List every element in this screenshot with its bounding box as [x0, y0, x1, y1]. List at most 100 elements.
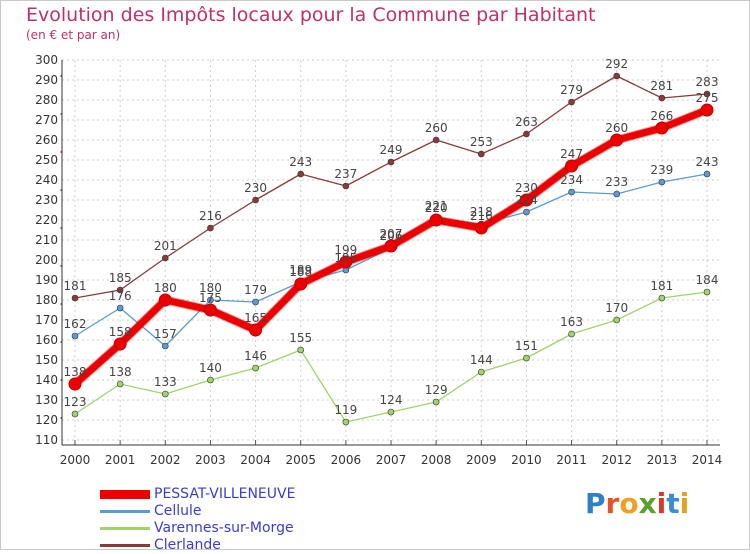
data-label-varennes-sur-morge: 119 — [334, 403, 357, 417]
y-tick-label: 240 — [35, 173, 58, 187]
data-label-pessat-villeneuve: 180 — [154, 281, 177, 295]
data-label-clerlande: 263 — [515, 115, 538, 129]
x-tick-label: 2000 — [60, 453, 91, 467]
data-point-varennes-sur-morge — [252, 364, 259, 372]
legend-swatch-varennes-sur-morge — [100, 527, 150, 530]
data-label-clerlande: 237 — [334, 167, 357, 181]
data-label-varennes-sur-morge: 184 — [696, 273, 719, 287]
logo-letter: t — [666, 487, 680, 520]
data-label-cellule: 180 — [199, 281, 222, 295]
legend-label-clerlande: Clerlande — [154, 537, 221, 553]
y-tick-label: 130 — [35, 393, 58, 407]
data-label-cellule: 189 — [289, 263, 312, 277]
data-point-cellule — [523, 208, 530, 216]
data-point-clerlande — [342, 182, 350, 190]
data-label-pessat-villeneuve: 188 — [289, 265, 312, 279]
data-point-pessat-villeneuve — [158, 293, 172, 307]
data-point-varennes-sur-morge — [613, 316, 621, 324]
legend-swatch-clerlande — [100, 544, 150, 547]
data-point-pessat-villeneuve — [700, 103, 714, 117]
data-label-cellule: 157 — [154, 327, 177, 341]
y-tick-label: 200 — [35, 253, 58, 267]
data-label-pessat-villeneuve: 247 — [560, 147, 583, 161]
logo-letter: o — [619, 487, 639, 520]
data-label-cellule: 206 — [380, 229, 403, 243]
data-label-pessat-villeneuve: 175 — [199, 291, 222, 305]
data-point-cellule — [613, 190, 621, 198]
data-point-varennes-sur-morge — [387, 408, 395, 416]
logo-letter: r — [605, 487, 620, 520]
y-tick-label: 210 — [35, 233, 58, 247]
data-point-pessat-villeneuve — [203, 303, 217, 317]
x-tick-label: 2010 — [511, 453, 542, 467]
data-label-pessat-villeneuve: 275 — [696, 91, 719, 105]
x-tick-label: 2001 — [105, 453, 136, 467]
data-label-pessat-villeneuve: 230 — [515, 181, 538, 195]
data-point-varennes-sur-morge — [71, 410, 79, 418]
data-point-clerlande — [161, 254, 169, 262]
data-label-varennes-sur-morge: 170 — [605, 301, 628, 315]
data-label-varennes-sur-morge: 146 — [244, 349, 267, 363]
x-tick-label: 2005 — [285, 453, 316, 467]
data-label-cellule: 221 — [425, 199, 448, 213]
logo-letter: x — [638, 487, 657, 520]
data-point-clerlande — [252, 196, 259, 204]
data-point-pessat-villeneuve — [565, 159, 579, 173]
data-label-clerlande: 201 — [154, 239, 177, 253]
data-label-varennes-sur-morge: 123 — [64, 395, 87, 409]
data-point-varennes-sur-morge — [161, 390, 169, 398]
data-point-varennes-sur-morge — [297, 346, 305, 354]
y-tick-label: 110 — [35, 433, 58, 447]
data-point-clerlande — [387, 158, 395, 166]
y-tick-label: 120 — [35, 413, 58, 427]
data-point-varennes-sur-morge — [477, 368, 485, 376]
data-label-cellule: 243 — [696, 155, 719, 169]
data-label-clerlande: 292 — [605, 57, 628, 71]
data-point-pessat-villeneuve — [610, 133, 624, 147]
data-point-pessat-villeneuve — [249, 323, 263, 337]
y-tick-label: 260 — [35, 133, 58, 147]
data-point-pessat-villeneuve — [68, 377, 82, 391]
y-tick-label: 140 — [35, 373, 58, 387]
y-tick-label: 280 — [35, 93, 58, 107]
legend-item-cellule: Cellule — [100, 503, 400, 520]
chart-legend: PESSAT-VILLENEUVE Cellule Varennes-sur-M… — [100, 486, 400, 554]
x-tick-label: 2002 — [150, 453, 181, 467]
data-point-cellule — [71, 332, 79, 340]
y-tick-label: 150 — [35, 353, 58, 367]
data-point-clerlande — [71, 294, 79, 302]
data-point-pessat-villeneuve — [384, 239, 398, 253]
data-point-varennes-sur-morge — [568, 330, 575, 338]
y-tick-label: 190 — [35, 273, 58, 287]
logo-letter: i — [656, 487, 667, 520]
data-point-cellule — [252, 298, 259, 306]
data-point-cellule — [658, 178, 666, 186]
legend-label-pessat-villeneuve: PESSAT-VILLENEUVE — [154, 486, 296, 502]
data-point-cellule — [703, 170, 711, 178]
data-label-pessat-villeneuve: 266 — [650, 109, 673, 123]
data-label-varennes-sur-morge: 163 — [560, 315, 583, 329]
data-label-cellule: 233 — [605, 175, 628, 189]
data-label-clerlande: 181 — [64, 279, 87, 293]
data-label-cellule: 162 — [64, 317, 87, 331]
data-point-pessat-villeneuve — [519, 193, 533, 207]
y-tick-label: 170 — [35, 313, 58, 327]
data-label-clerlande: 283 — [696, 75, 719, 89]
data-label-pessat-villeneuve: 158 — [109, 325, 132, 339]
data-label-varennes-sur-morge: 151 — [515, 339, 538, 353]
data-point-varennes-sur-morge — [342, 418, 350, 426]
data-label-cellule: 234 — [560, 173, 583, 187]
data-label-pessat-villeneuve: 207 — [380, 227, 403, 241]
legend-label-cellule: Cellule — [154, 503, 202, 519]
data-point-clerlande — [568, 98, 575, 106]
x-tick-label: 2009 — [466, 453, 497, 467]
data-point-pessat-villeneuve — [474, 221, 488, 235]
x-tick-label: 2008 — [421, 453, 452, 467]
x-tick-label: 2013 — [647, 453, 678, 467]
data-label-varennes-sur-morge: 155 — [289, 331, 312, 345]
data-point-clerlande — [116, 286, 124, 294]
data-point-pessat-villeneuve — [294, 277, 308, 291]
data-point-cellule — [207, 296, 214, 304]
data-point-cellule — [568, 188, 575, 196]
legend-swatch-cellule — [100, 510, 150, 513]
